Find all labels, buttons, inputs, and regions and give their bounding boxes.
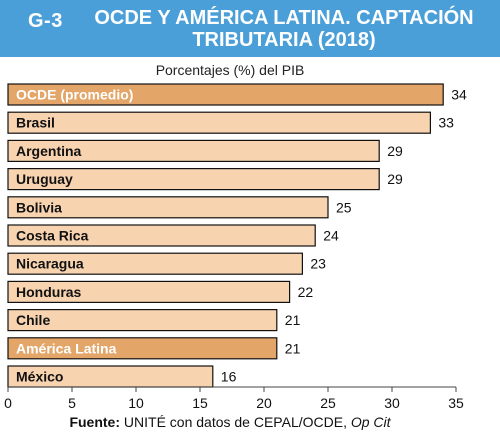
bar-label-nicaragua: Nicaragua (16, 256, 84, 272)
bar-label-ocde-promedio: OCDE (promedio) (16, 87, 133, 103)
x-tick-label-20: 20 (256, 395, 272, 411)
value-label-america-latina: 21 (285, 340, 301, 356)
chart-subtitle: Porcentajes (%) del PIB (155, 62, 305, 78)
bar-bolivia (7, 196, 329, 219)
value-label-brasil: 33 (438, 115, 454, 131)
bar-label-brasil: Brasil (16, 115, 55, 131)
chart-header: G-3 OCDE Y AMÉRICA LATINA. CAPTACIÓN TRI… (0, 0, 500, 57)
bar-costa-rica (7, 224, 316, 247)
bar-label-uruguay: Uruguay (16, 171, 73, 187)
value-label-bolivia: 25 (336, 199, 352, 215)
value-label-nicaragua: 23 (310, 256, 326, 272)
chart-title: OCDE Y AMÉRICA LATINA. CAPTACIÓN TRIBUTA… (84, 7, 484, 51)
bar-chile (7, 309, 278, 332)
bar-honduras (7, 280, 291, 303)
bar-nicaragua (7, 252, 303, 275)
value-label-argentina: 29 (387, 143, 403, 159)
source-label: Fuente: (69, 414, 121, 430)
value-label-honduras: 22 (298, 284, 314, 300)
value-label-mexico: 16 (221, 369, 237, 385)
bar-label-chile: Chile (16, 312, 50, 328)
source-note: Fuente: UNITÉ con datos de CEPAL/OCDE, O… (0, 414, 460, 430)
bar-america-latina (7, 337, 278, 360)
x-tick-label-25: 25 (320, 395, 336, 411)
bar-label-america-latina: América Latina (16, 340, 117, 356)
x-tick-label-35: 35 (448, 395, 464, 411)
x-tick-label-10: 10 (128, 395, 144, 411)
bar-uruguay (7, 168, 380, 191)
bar-label-costa-rica: Costa Rica (16, 228, 89, 244)
bar-label-bolivia: Bolivia (16, 199, 62, 215)
bar-label-mexico: México (16, 369, 63, 385)
bar-label-argentina: Argentina (16, 143, 82, 159)
source-text: UNITÉ con datos de CEPAL/OCDE, (123, 414, 347, 430)
bar-brasil (7, 111, 431, 134)
source-italic: Op Cit (350, 414, 391, 430)
x-tick-label-15: 15 (192, 395, 208, 411)
x-tick-label-5: 5 (68, 395, 76, 411)
value-label-ocde-promedio: 34 (451, 87, 467, 103)
figure-code: G-3 (28, 10, 63, 32)
x-tick-label-0: 0 (4, 395, 12, 411)
chart-title-line-1: OCDE Y AMÉRICA LATINA. CAPTACIÓN (94, 7, 474, 29)
value-label-chile: 21 (285, 312, 301, 328)
bar-label-honduras: Honduras (16, 284, 82, 300)
bar-argentina (7, 139, 380, 162)
x-tick-label-30: 30 (384, 395, 400, 411)
value-label-uruguay: 29 (387, 171, 403, 187)
chart-title-line-2: TRIBUTARIA (2018) (192, 29, 376, 51)
bar-ocde-promedio (7, 83, 444, 106)
value-label-costa-rica: 24 (323, 228, 339, 244)
